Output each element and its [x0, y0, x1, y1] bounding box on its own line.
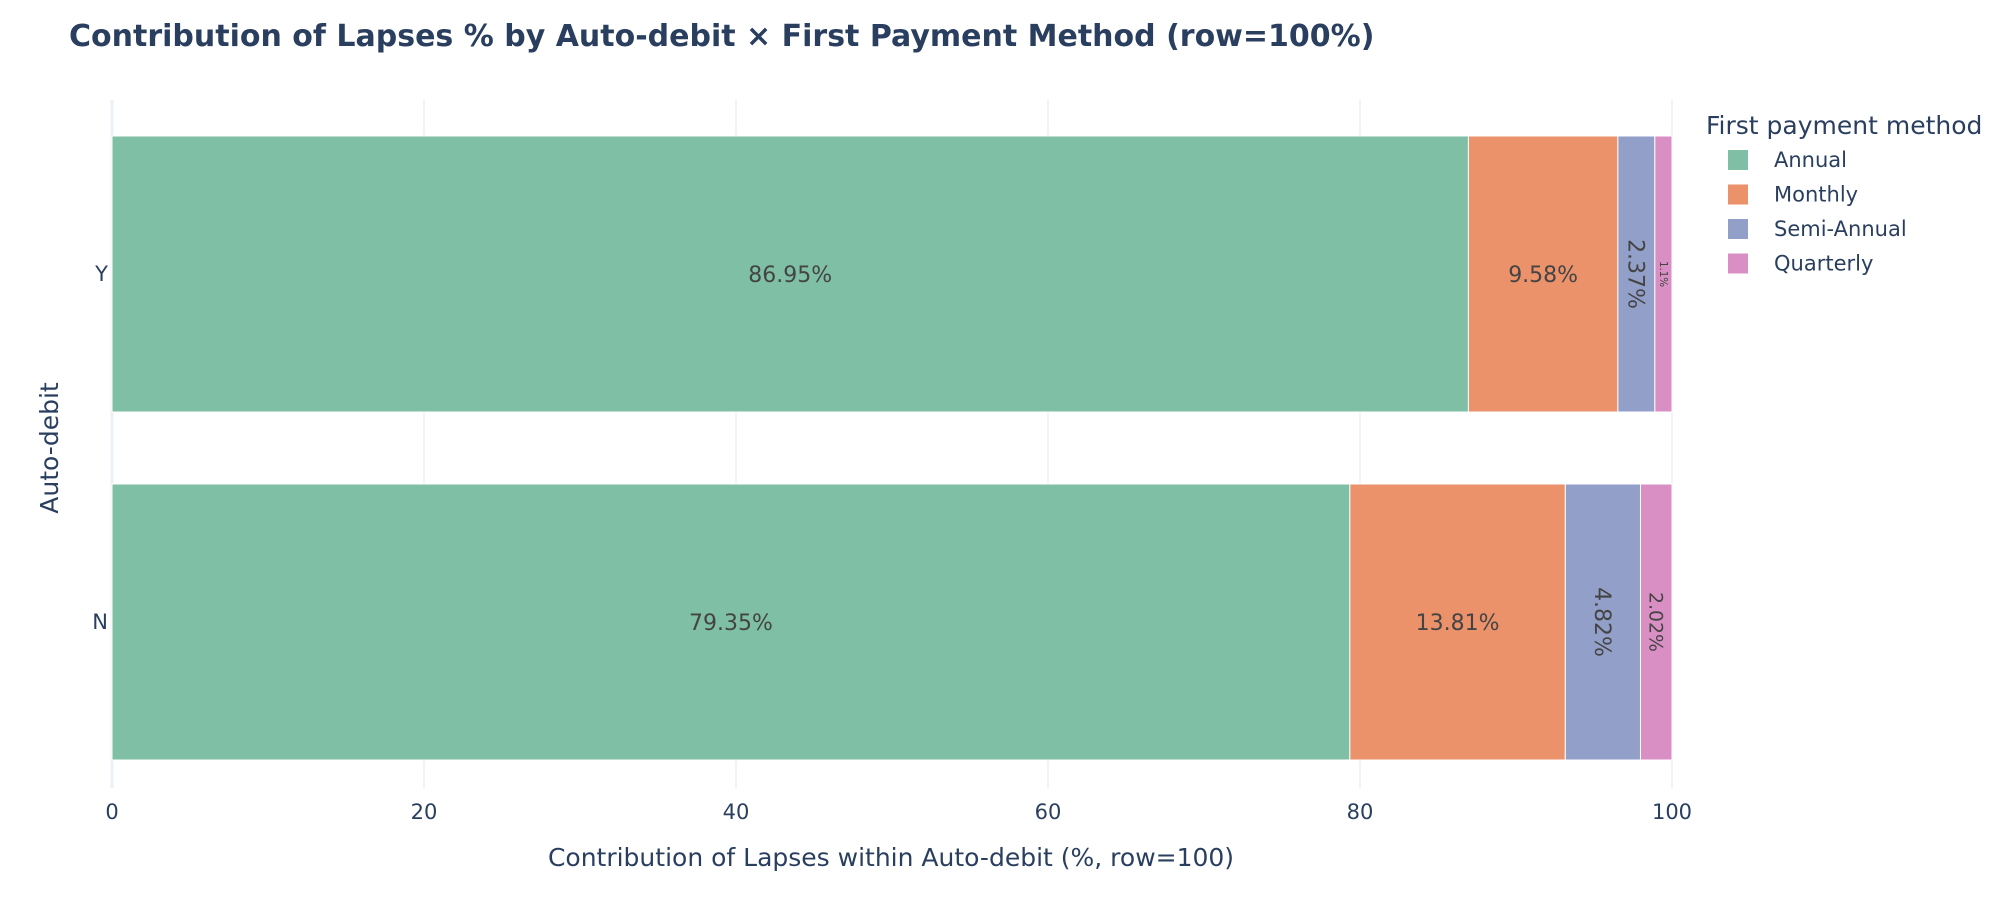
legend-title: First payment method	[1706, 111, 1982, 140]
x-tick-label: 0	[105, 800, 118, 824]
axis-ticks: 0 20 40 60 80 100 Y N	[92, 262, 1692, 824]
x-tick-label: 60	[1035, 800, 1062, 824]
bar-y-annual[interactable]	[111, 135, 1469, 413]
x-tick-label: 20	[411, 800, 438, 824]
legend-swatch	[1728, 253, 1748, 274]
x-axis-title: Contribution of Lapses within Auto-debit…	[548, 843, 1234, 872]
y-axis-title: Auto-debit	[35, 382, 64, 514]
legend-item-label[interactable]: Monthly	[1774, 183, 1858, 207]
data-label: 86.95%	[748, 263, 832, 288]
x-tick-label: 80	[1347, 800, 1374, 824]
legend-swatch	[1728, 150, 1748, 170]
x-tick-label: 40	[723, 800, 750, 824]
chart-title: Contribution of Lapses % by Auto-debit ×…	[69, 19, 1374, 54]
bar-n-quarterly[interactable]	[1639, 483, 1673, 761]
data-label: 13.81%	[1416, 611, 1500, 636]
bar-n-semi-annual[interactable]	[1564, 483, 1641, 761]
legend-item-label[interactable]: Quarterly	[1774, 252, 1873, 276]
y-tick-label: Y	[94, 262, 108, 286]
y-tick-label: N	[92, 610, 108, 634]
data-label: 2.37%	[1623, 239, 1648, 309]
legend-swatch	[1728, 219, 1748, 239]
bar-n-monthly[interactable]	[1349, 483, 1566, 761]
legend-swatch	[1728, 184, 1748, 205]
data-label: 1.1%	[1657, 261, 1669, 287]
data-label: 2.02%	[1645, 592, 1667, 652]
data-label: 4.82%	[1589, 587, 1614, 657]
legend[interactable]: First payment method Annual Monthly Semi-A…	[1706, 111, 1982, 276]
data-label: 9.58%	[1508, 263, 1578, 288]
bar-n-annual[interactable]	[111, 483, 1351, 761]
legend-item-label[interactable]: Semi-Annual	[1774, 217, 1907, 241]
bar-y-quarterly[interactable]	[1654, 135, 1673, 413]
x-tick-label: 100	[1652, 800, 1692, 824]
bars: 86.95% 9.58% 2.37% 1.1% 79.35% 13.81% 4.82% 2.0…	[111, 135, 1673, 761]
data-label: 79.35%	[689, 611, 773, 636]
legend-item-label[interactable]: Annual	[1774, 148, 1847, 172]
